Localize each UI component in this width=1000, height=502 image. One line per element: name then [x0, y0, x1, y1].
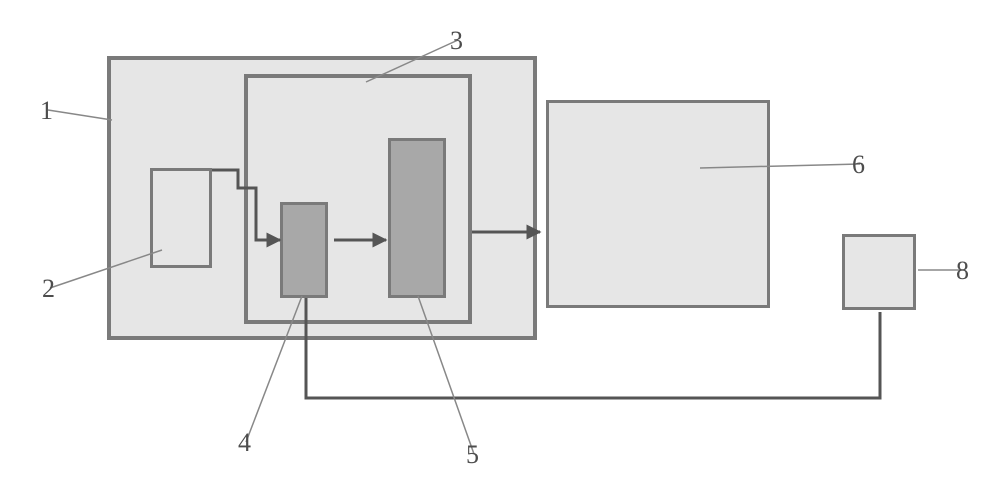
leader-1 [48, 110, 112, 120]
block-small2 [150, 168, 212, 268]
label-8: 8 [956, 258, 969, 284]
block-dark5 [388, 138, 446, 298]
label-5: 5 [466, 442, 479, 468]
label-4: 4 [238, 430, 251, 456]
label-3: 3 [450, 28, 463, 54]
label-1: 1 [40, 98, 53, 124]
label-2: 2 [42, 276, 55, 302]
label-6: 6 [852, 152, 865, 178]
diagram-stage: 1 2 3 4 5 6 8 [0, 0, 1000, 502]
block-right8 [842, 234, 916, 310]
block-dark4 [280, 202, 328, 298]
block-right6 [546, 100, 770, 308]
